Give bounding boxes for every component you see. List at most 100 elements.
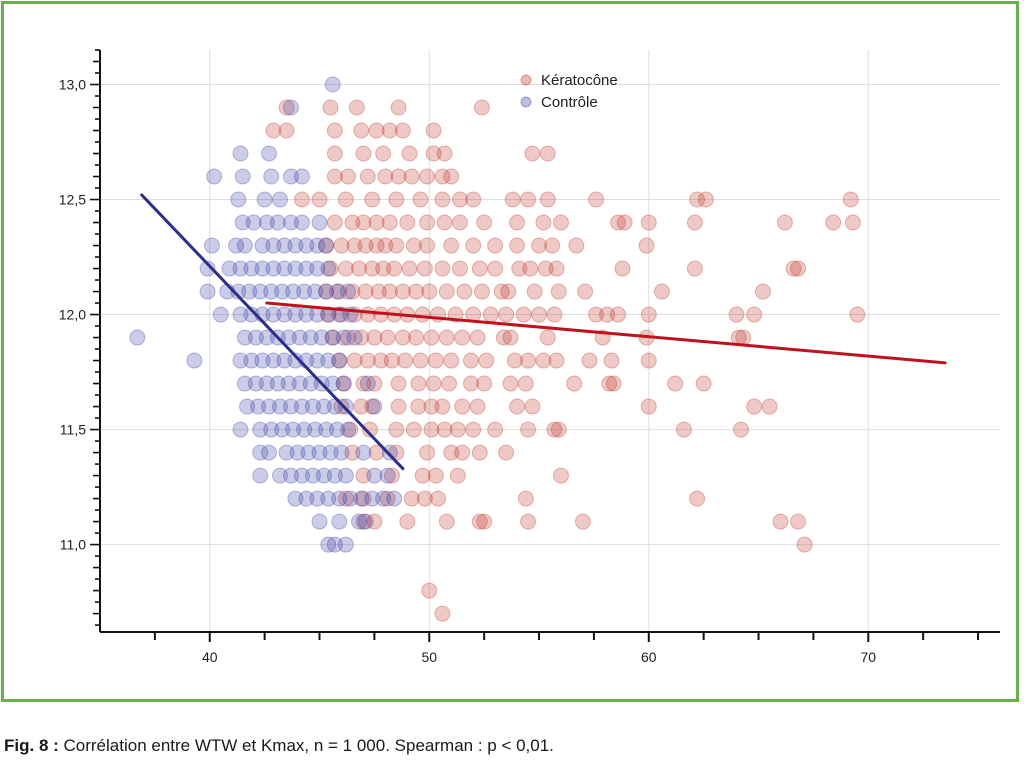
data-point	[355, 375, 372, 392]
data-point	[405, 421, 422, 438]
data-point	[695, 375, 712, 392]
data-point	[228, 237, 245, 254]
data-point	[610, 306, 627, 323]
data-point	[381, 122, 398, 139]
data-point	[423, 329, 440, 346]
data-point	[434, 260, 451, 277]
data-point	[427, 352, 444, 369]
data-point	[276, 306, 293, 323]
data-point	[364, 260, 381, 277]
data-point	[610, 214, 627, 231]
data-point	[311, 214, 328, 231]
data-point	[469, 398, 486, 415]
data-point	[825, 214, 842, 231]
data-point	[390, 168, 407, 185]
data-point	[414, 306, 431, 323]
data-point	[383, 352, 400, 369]
data-point	[375, 490, 392, 507]
data-point	[287, 237, 304, 254]
data-point	[667, 375, 684, 392]
data-point	[379, 490, 396, 507]
data-point	[282, 398, 299, 415]
data-point	[212, 306, 229, 323]
data-point	[282, 467, 299, 484]
data-point	[293, 398, 310, 415]
data-point	[320, 352, 337, 369]
data-point	[243, 352, 260, 369]
data-point	[653, 283, 670, 300]
data-point	[186, 352, 203, 369]
data-point	[300, 444, 317, 461]
data-point	[359, 352, 376, 369]
data-point	[265, 122, 282, 139]
data-point	[320, 260, 337, 277]
data-point	[436, 145, 453, 162]
data-point	[287, 260, 304, 277]
data-point	[386, 260, 403, 277]
data-point	[236, 329, 253, 346]
data-point	[276, 237, 293, 254]
data-point	[324, 375, 341, 392]
data-point	[509, 214, 526, 231]
data-point	[772, 513, 789, 530]
data-point	[539, 191, 556, 208]
data-point	[509, 237, 526, 254]
data-point	[278, 99, 295, 116]
data-point	[252, 283, 269, 300]
data-point	[232, 145, 249, 162]
data-point	[272, 191, 288, 208]
data-point	[258, 329, 275, 346]
y-tick-label: 13,0	[59, 77, 86, 93]
data-point	[254, 237, 271, 254]
data-point	[346, 329, 363, 346]
data-point	[245, 214, 262, 231]
data-point	[471, 260, 488, 277]
data-point	[302, 329, 319, 346]
data-point	[307, 421, 324, 438]
data-point	[394, 122, 411, 139]
data-point	[331, 490, 348, 507]
data-point	[333, 237, 350, 254]
data-point	[278, 444, 295, 461]
data-point	[263, 168, 280, 185]
data-point	[377, 168, 394, 185]
data-point	[366, 513, 383, 530]
data-point	[517, 490, 534, 507]
data-point	[401, 145, 418, 162]
data-point	[423, 398, 440, 415]
data-point	[252, 421, 269, 438]
data-point	[298, 490, 315, 507]
data-point	[353, 490, 370, 507]
data-point	[357, 283, 374, 300]
data-point	[493, 283, 510, 300]
data-point	[276, 260, 293, 277]
data-point	[368, 237, 385, 254]
data-point	[282, 99, 299, 116]
data-point	[340, 421, 357, 438]
data-point	[206, 168, 223, 185]
data-point	[454, 329, 471, 346]
data-point	[324, 329, 341, 346]
data-point	[261, 444, 278, 461]
data-point	[247, 375, 264, 392]
axes: 40 50 60 70 11,0 11,5 12,0 12,5 13,0	[59, 49, 1000, 665]
data-point	[434, 398, 451, 415]
data-point	[403, 490, 420, 507]
data-point	[272, 467, 288, 484]
data-point	[234, 168, 251, 185]
data-point	[552, 214, 569, 231]
data-point	[416, 490, 433, 507]
data-point	[430, 490, 447, 507]
data-point	[236, 237, 253, 254]
data-point	[239, 398, 256, 415]
data-point	[452, 214, 468, 231]
data-point	[552, 467, 569, 484]
data-point	[686, 260, 703, 277]
data-point	[383, 467, 400, 484]
data-point	[241, 283, 258, 300]
data-point	[465, 237, 482, 254]
data-point	[438, 513, 455, 530]
data-point	[315, 467, 332, 484]
data-point	[379, 467, 396, 484]
data-point	[515, 306, 532, 323]
